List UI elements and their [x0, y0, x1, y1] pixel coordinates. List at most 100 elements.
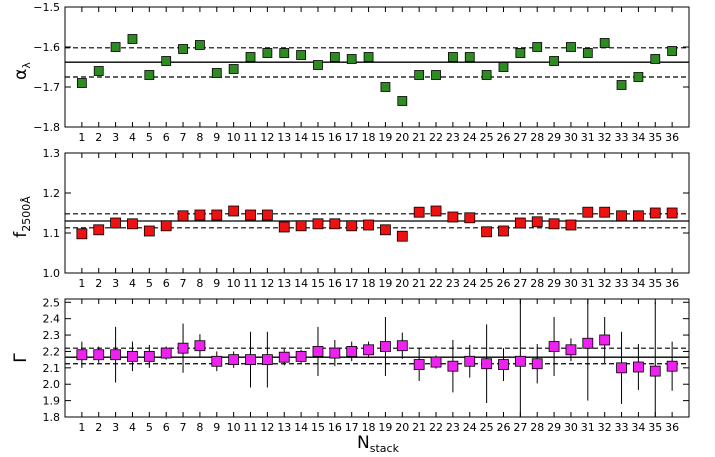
x-tick-label: 19: [378, 131, 392, 144]
data-point: [599, 206, 611, 218]
data-point: [464, 52, 475, 62]
data-point: [76, 228, 88, 240]
x-tick-label: 8: [196, 131, 203, 144]
data-point: [211, 209, 223, 221]
x-tick-label: 35: [648, 421, 662, 434]
x-tick-label: 22: [429, 421, 443, 434]
data-point: [447, 52, 458, 62]
data-point: [161, 56, 172, 66]
data-point: [599, 38, 610, 48]
data-point: [464, 355, 476, 367]
y-tick-label: 1.0: [43, 267, 61, 280]
x-tick-label: 36: [665, 131, 679, 144]
y-tick-label: 1.8: [43, 411, 61, 424]
x-tick-label: 3: [112, 131, 119, 144]
data-point: [363, 219, 374, 231]
x-tick-label: 4: [129, 421, 136, 434]
data-point: [312, 346, 324, 357]
data-point: [278, 221, 290, 233]
x-tick-label: 22: [429, 277, 443, 290]
x-tick-label: 30: [564, 131, 578, 144]
data-point: [127, 218, 138, 230]
data-point: [93, 224, 105, 236]
data-point: [633, 210, 644, 222]
data-point: [278, 351, 290, 363]
data-point: [582, 48, 593, 58]
x-tick-label: 29: [547, 421, 561, 434]
x-tick-label: 32: [598, 421, 612, 434]
data-point: [346, 54, 357, 64]
y-tick-label: 1.3: [43, 147, 61, 160]
x-tick-label: 14: [294, 131, 308, 144]
y-tick-label: 2.2: [43, 345, 61, 358]
x-tick-label: 1: [78, 421, 85, 434]
x-tick-label: 24: [463, 131, 477, 144]
data-point: [531, 358, 543, 370]
x-tick-label: 3: [112, 277, 119, 290]
x-tick-label: 34: [631, 131, 645, 144]
x-tick-label: 6: [163, 277, 170, 290]
x-tick-label: 12: [260, 421, 274, 434]
x-tick-label: 33: [615, 421, 629, 434]
data-point: [296, 50, 307, 60]
panel-2: 1.01.11.21.31 2 3 4 5 6 7 8 9 10 11 12 13 14 15 16 17 18 1…: [11, 147, 690, 290]
x-tick-label: 13: [277, 277, 291, 290]
data-point: [616, 210, 627, 222]
x-tick-label: 31: [581, 421, 595, 434]
x-tick-label: 28: [530, 277, 544, 290]
panel-3: 1.81.92.02.12.22.32.42.51 2 3 4 5 6 7 8 9 10 11 12 1…: [11, 296, 690, 434]
data-point: [195, 40, 205, 50]
data-point: [261, 209, 273, 221]
panel-frame: [64, 298, 690, 418]
panel-frame: [64, 152, 690, 274]
data-point: [160, 347, 172, 359]
x-tick-label: 23: [446, 131, 460, 144]
data-point: [633, 361, 644, 373]
data-point: [430, 356, 442, 368]
data-point: [127, 350, 138, 362]
x-tick-label: 26: [496, 277, 510, 290]
x-tick-label: 23: [446, 277, 460, 290]
data-point: [279, 48, 290, 58]
data-point: [616, 80, 627, 90]
data-point: [211, 68, 222, 78]
x-tick-label: 3: [112, 421, 119, 434]
data-point: [481, 226, 493, 238]
data-point: [397, 96, 408, 106]
data-point: [666, 207, 678, 219]
y-tick-label: −1.5: [33, 1, 60, 14]
x-tick-label: 27: [513, 421, 527, 434]
data-point: [515, 48, 526, 58]
data-point: [363, 344, 374, 356]
data-point: [76, 349, 88, 361]
data-point: [582, 337, 594, 349]
x-tick-label: 36: [665, 277, 679, 290]
x-tick-label: 13: [277, 131, 291, 144]
panel-1: −1.8−1.7−1.6−1.51 2 3 4 5 6 7 8 9 10 11 12 13 14 15 16 1…: [11, 1, 690, 144]
x-tick-label: 27: [513, 131, 527, 144]
data-point: [565, 219, 577, 231]
x-tick-label: 32: [598, 131, 612, 144]
data-point: [396, 340, 408, 352]
data-point: [650, 54, 661, 64]
data-point: [380, 341, 391, 352]
data-point: [363, 52, 374, 62]
x-axis-label: Nstack: [357, 433, 400, 455]
data-point: [144, 70, 155, 80]
x-tick-label: 10: [227, 131, 241, 144]
data-point: [616, 362, 627, 374]
x-tick-label: 27: [513, 277, 527, 290]
x-tick-label: 20: [395, 421, 409, 434]
y-tick-label: 2.4: [43, 313, 61, 326]
data-point: [177, 342, 189, 354]
x-tick-label: 6: [163, 131, 170, 144]
x-tick-label: 11: [244, 277, 258, 290]
x-tick-label: 11: [244, 131, 258, 144]
x-tick-label: 7: [180, 421, 187, 434]
data-point: [228, 64, 239, 74]
y-tick-label: −1.6: [33, 41, 60, 54]
x-tick-label: 26: [496, 131, 510, 144]
x-tick-label: 31: [581, 277, 595, 290]
data-point: [245, 209, 256, 221]
data-point: [447, 211, 459, 223]
